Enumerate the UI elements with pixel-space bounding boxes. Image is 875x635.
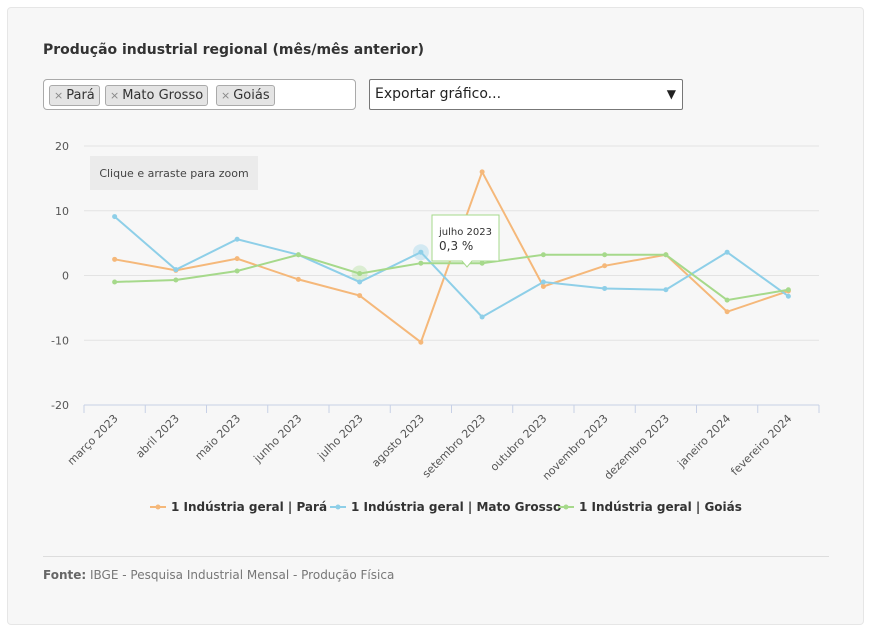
data-point[interactable] — [540, 284, 546, 290]
x-tick-label: fevereiro 2024 — [728, 412, 794, 478]
divider — [43, 556, 829, 557]
series-line[interactable] — [114, 253, 789, 302]
data-point[interactable] — [112, 214, 118, 220]
data-point[interactable] — [234, 268, 240, 274]
data-point[interactable] — [785, 293, 791, 299]
data-point[interactable] — [112, 256, 118, 262]
data-point[interactable] — [357, 279, 363, 285]
x-tick-label: setembro 2023 — [420, 412, 488, 480]
data-point[interactable] — [785, 287, 791, 293]
legend-marker — [155, 504, 161, 510]
x-tick-label: junho 2023 — [251, 412, 305, 466]
data-point[interactable] — [540, 252, 546, 258]
data-point[interactable] — [602, 285, 608, 291]
legend-marker — [563, 504, 569, 510]
x-tick-label: janeiro 2024 — [674, 412, 733, 471]
legend-label: 1 Indústria geral | Goiás — [579, 500, 742, 514]
legend-item[interactable]: 1 Indústria geral | Pará — [150, 500, 327, 514]
x-tick-label: abril 2023 — [133, 412, 182, 461]
data-point[interactable] — [112, 279, 118, 285]
data-point[interactable] — [234, 256, 240, 262]
source-text: IBGE - Pesquisa Industrial Mensal - Prod… — [90, 568, 395, 582]
tag-mato-grosso[interactable]: × Mato Grosso — [105, 85, 209, 106]
series-line[interactable] — [113, 215, 789, 319]
data-point[interactable] — [173, 277, 179, 283]
chart-card — [7, 7, 864, 625]
source-label: Fonte: — [43, 568, 87, 582]
x-tick-label: maio 2023 — [193, 412, 244, 463]
x-axis: março 2023 abril 2023 maio 2023 junho 2023 j… — [65, 404, 820, 483]
y-tick-label: 20 — [55, 140, 69, 153]
chevron-down-icon: ▼ — [666, 87, 676, 101]
data-point[interactable] — [479, 314, 485, 320]
data-point[interactable] — [724, 309, 730, 315]
data-point[interactable] — [357, 271, 363, 277]
zoom-hint-text: Clique e arraste para zoom — [99, 167, 248, 180]
tag-para[interactable]: × Pará — [49, 85, 100, 106]
zoom-hint: Clique e arraste para zoom — [90, 156, 258, 190]
x-tick-label: dezembro 2023 — [602, 412, 672, 482]
tag-label: Goiás — [233, 88, 270, 103]
data-point[interactable] — [724, 249, 730, 255]
remove-tag-icon[interactable]: × — [110, 89, 120, 102]
legend-marker — [335, 504, 341, 510]
data-point[interactable] — [357, 293, 363, 299]
x-tick-label: agosto 2023 — [369, 412, 427, 470]
data-point[interactable] — [234, 236, 240, 242]
data-point[interactable] — [663, 252, 669, 258]
y-tick-label: -10 — [51, 334, 69, 347]
data-point[interactable] — [295, 276, 301, 282]
data-point[interactable] — [418, 260, 424, 266]
x-tick-label: novembro 2023 — [540, 412, 611, 483]
legend-label: 1 Indústria geral | Mato Grosso — [351, 500, 561, 514]
remove-tag-icon[interactable]: × — [221, 89, 231, 102]
data-point[interactable] — [663, 287, 669, 293]
x-tick-label: outubro 2023 — [488, 412, 550, 474]
data-point[interactable] — [295, 252, 301, 258]
chart-legend[interactable]: 1 Indústria geral | Pará 1 Indústria gera… — [150, 500, 742, 514]
y-tick-label: -20 — [51, 399, 69, 412]
tooltip-month: julho 2023 — [438, 227, 492, 238]
x-tick-label: julho 2023 — [315, 412, 366, 463]
data-point[interactable] — [418, 339, 424, 345]
legend-item[interactable]: 1 Indústria geral | Goiás — [558, 500, 742, 514]
region-filter-input[interactable]: × Pará × Mato Grosso × Goiás — [43, 79, 356, 110]
data-point[interactable] — [602, 252, 608, 258]
x-tick-label: março 2023 — [65, 412, 121, 468]
export-chart-select[interactable]: Exportar gráfico... ▼ — [369, 79, 683, 110]
data-point[interactable] — [724, 297, 730, 303]
series-1[interactable] — [112, 214, 791, 320]
data-point[interactable] — [479, 169, 485, 175]
tooltip-value: 0,3 % — [439, 239, 473, 253]
tag-label: Pará — [66, 88, 95, 103]
export-select-value: Exportar gráfico... — [375, 86, 502, 102]
y-axis: 20 10 0 -10 -20 — [51, 140, 69, 412]
data-point[interactable] — [479, 260, 485, 266]
source-note: Fonte: IBGE - Pesquisa Industrial Mensal… — [43, 568, 394, 582]
data-point[interactable] — [602, 263, 608, 269]
tag-goias[interactable]: × Goiás — [216, 85, 275, 106]
legend-label: 1 Indústria geral | Pará — [171, 500, 327, 514]
tooltip: julho 2023 0,3 % — [431, 214, 500, 268]
tooltip-box — [431, 214, 500, 268]
y-tick-label: 10 — [55, 205, 69, 218]
chart-title: Produção industrial regional (mês/mês an… — [43, 42, 424, 58]
data-point[interactable] — [540, 279, 546, 285]
data-point[interactable] — [173, 267, 179, 273]
series-2[interactable] — [112, 252, 791, 303]
y-tick-label: 0 — [62, 270, 69, 283]
zoom-hint-box — [90, 156, 258, 190]
remove-tag-icon[interactable]: × — [54, 89, 64, 102]
legend-item[interactable]: 1 Indústria geral | Mato Grosso — [330, 500, 561, 514]
tag-label: Mato Grosso — [122, 88, 204, 103]
data-point[interactable] — [418, 249, 424, 255]
